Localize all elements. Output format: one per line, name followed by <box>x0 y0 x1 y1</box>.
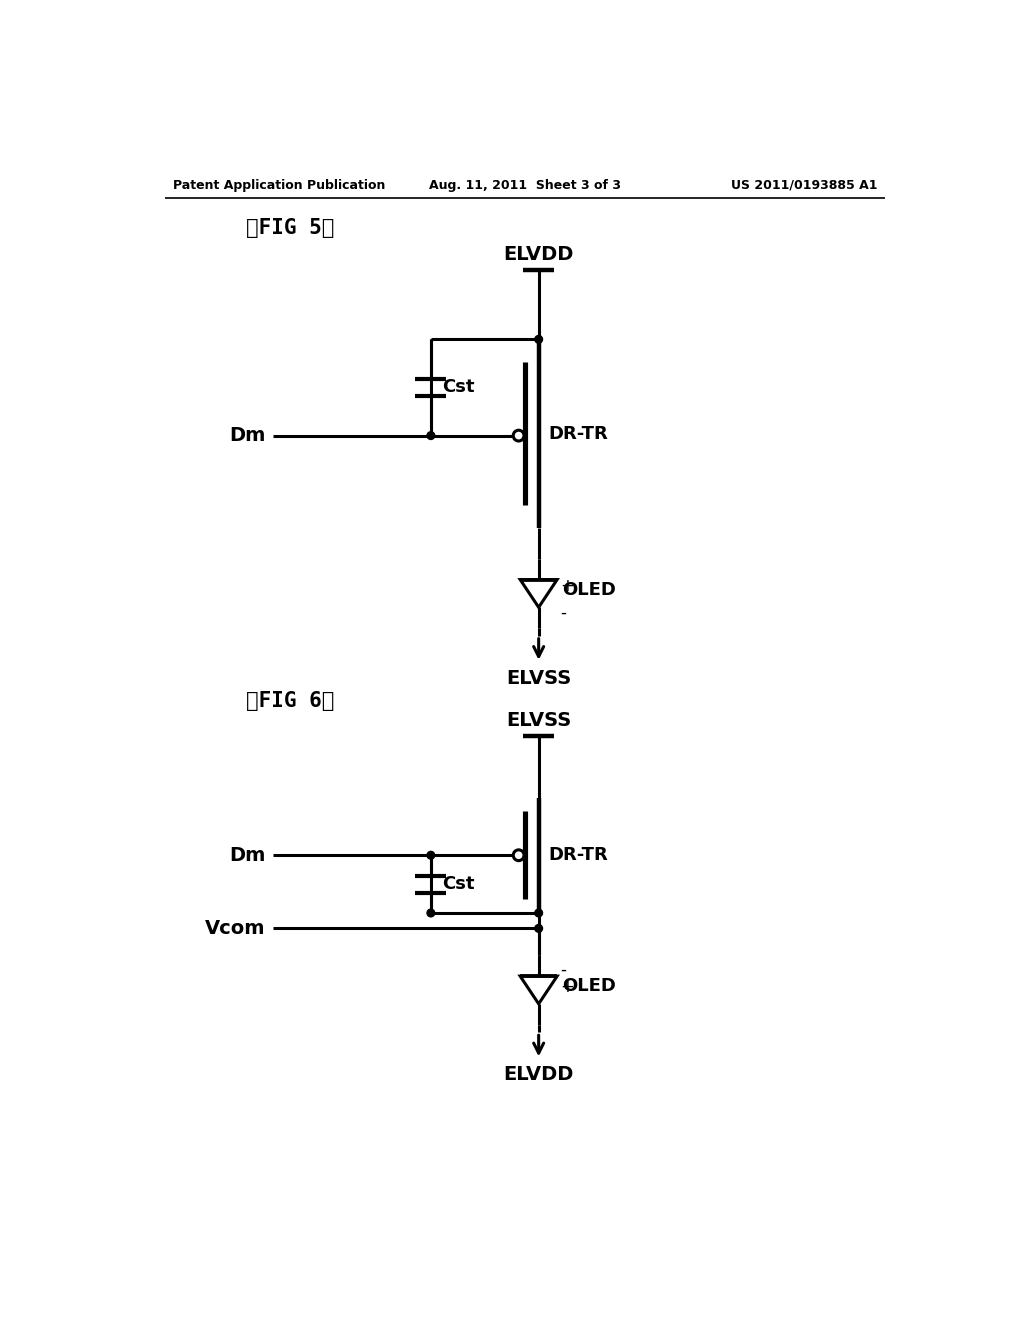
Text: +: + <box>560 978 574 997</box>
Text: -: - <box>560 961 566 979</box>
Text: Dm: Dm <box>229 846 265 865</box>
Text: Aug. 11, 2011  Sheet 3 of 3: Aug. 11, 2011 Sheet 3 of 3 <box>429 178 621 191</box>
Text: -: - <box>560 605 566 622</box>
Text: DR-TR: DR-TR <box>548 846 607 865</box>
Text: OLED: OLED <box>562 977 615 995</box>
Circle shape <box>427 851 435 859</box>
Text: US 2011/0193885 A1: US 2011/0193885 A1 <box>731 178 878 191</box>
Text: DR-TR: DR-TR <box>548 425 607 442</box>
Text: 【FIG 5】: 【FIG 5】 <box>246 218 335 238</box>
Circle shape <box>535 924 543 932</box>
Circle shape <box>427 432 435 440</box>
Text: Vcom: Vcom <box>205 919 265 939</box>
Text: Cst: Cst <box>442 379 475 396</box>
Text: +: + <box>560 577 574 594</box>
Circle shape <box>535 335 543 343</box>
Text: OLED: OLED <box>562 581 615 598</box>
Text: Dm: Dm <box>229 426 265 445</box>
Text: ELVDD: ELVDD <box>504 1065 573 1085</box>
Text: 【FIG 6】: 【FIG 6】 <box>246 692 335 711</box>
Circle shape <box>427 909 435 917</box>
Text: Cst: Cst <box>442 875 475 894</box>
Text: ELVSS: ELVSS <box>506 669 571 688</box>
Circle shape <box>535 909 543 917</box>
Text: ELVSS: ELVSS <box>506 710 571 730</box>
Text: ELVDD: ELVDD <box>504 246 573 264</box>
Text: Patent Application Publication: Patent Application Publication <box>173 178 385 191</box>
